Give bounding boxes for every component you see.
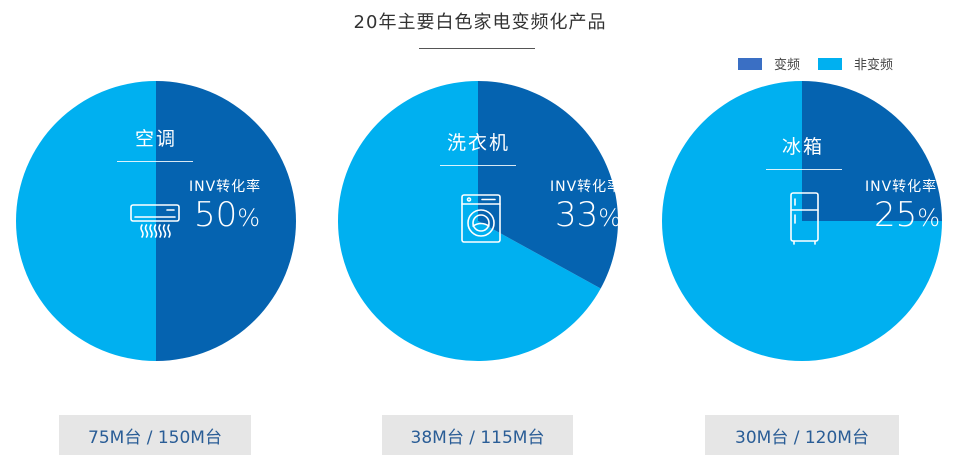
legend-label-inverter: 变频 xyxy=(774,58,801,73)
pie-label-rule xyxy=(117,161,193,162)
pie-category-label: 空调 xyxy=(135,128,178,150)
inv-rate-label: INV转化率 xyxy=(550,179,623,195)
pie-label-rule xyxy=(440,165,516,166)
pie-slice-inverter xyxy=(478,81,618,289)
inv-rate-value: 33% xyxy=(555,195,621,235)
inv-rate-value: 50% xyxy=(194,195,260,235)
unit-count-box: 75M台 / 150M台 xyxy=(59,415,251,455)
percent-sign: % xyxy=(917,204,941,232)
pie-slice-non-inverter xyxy=(337,80,601,362)
pie-category-label: 洗衣机 xyxy=(447,132,511,154)
percent-sign: % xyxy=(237,204,261,232)
inv-rate-number: 33 xyxy=(555,195,599,235)
inv-rate-value: 25% xyxy=(874,195,940,235)
air-conditioner-icon xyxy=(130,204,180,238)
washing-machine-icon xyxy=(461,194,501,243)
legend-label-non-inverter: 非变频 xyxy=(854,58,894,73)
legend-item-inverter: 变频 xyxy=(738,54,800,73)
refrigerator-icon xyxy=(790,192,819,245)
pie-category-label: 冰箱 xyxy=(782,136,825,158)
inv-rate-number: 25 xyxy=(874,195,918,235)
pie-slice-inverter xyxy=(156,81,296,361)
legend-swatch-non-inverter xyxy=(818,57,843,70)
pie-label-rule xyxy=(766,169,842,170)
inv-rate-label: INV转化率 xyxy=(189,179,262,195)
chart-title: 20年主要白色家电变频化产品 xyxy=(353,12,607,33)
inv-rate-number: 50 xyxy=(194,195,238,235)
unit-count-box: 30M台 / 120M台 xyxy=(705,415,899,455)
legend-swatch-inverter xyxy=(738,57,762,70)
unit-count-box: 38M台 / 115M台 xyxy=(382,415,573,455)
inv-rate-label: INV转化率 xyxy=(865,179,938,195)
legend-item-non-inverter: 非变频 xyxy=(818,54,893,73)
percent-sign: % xyxy=(598,204,622,232)
legend: 变频 非变频 xyxy=(738,54,911,73)
title-underline xyxy=(419,48,535,49)
pie-slice-inverter xyxy=(802,81,942,221)
pie-slice-non-inverter xyxy=(16,81,156,361)
